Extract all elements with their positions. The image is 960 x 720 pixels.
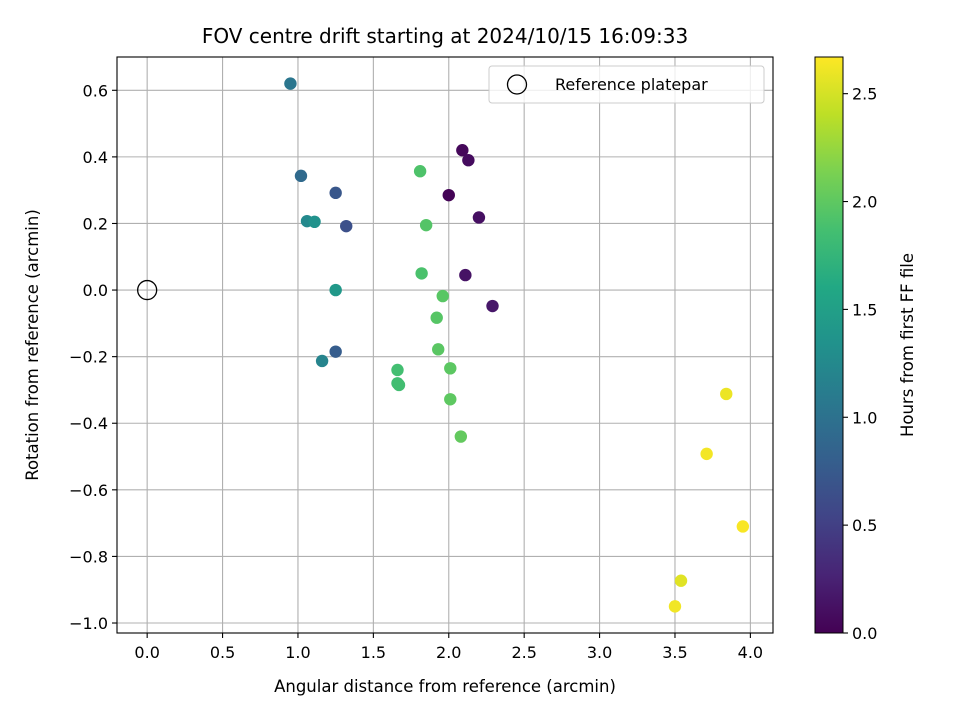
scatter-point — [430, 311, 443, 324]
colorbar-ticks: 0.0 0.5 1.0 1.5 2.0 2.5 — [843, 85, 877, 643]
scatter-point — [340, 219, 353, 233]
x-tick-label: 1.0 — [285, 643, 310, 662]
x-tick-label: 1.5 — [361, 643, 386, 662]
scatter-point — [668, 600, 682, 613]
grid — [117, 57, 773, 633]
scatter-point — [736, 520, 750, 533]
y-tick-label: −0.4 — [69, 414, 108, 433]
legend: Reference platepar — [488, 65, 765, 104]
y-tick-label: −1.0 — [69, 614, 108, 633]
x-tick-label: 3.0 — [587, 643, 612, 662]
scatter-point — [308, 215, 321, 229]
legend-box — [488, 65, 765, 104]
scatter-point — [329, 186, 342, 200]
scatter-point — [700, 447, 713, 461]
plot-frame — [116, 56, 774, 634]
y-axis-ticks: 0.6 0.4 0.2 0.0 −0.2 −0.4 −0.6 −0.8 −1.0 — [69, 81, 117, 633]
colorbar-tick-label: 0.5 — [852, 516, 877, 535]
x-axis-title: Angular distance from reference (arcmin) — [274, 677, 616, 696]
reference-marker-layer — [137, 279, 158, 301]
scatter-point — [486, 299, 499, 313]
scatter-point — [442, 188, 455, 202]
colorbar-gradient — [814, 56, 844, 634]
colorbar-tick-label: 2.5 — [852, 85, 877, 104]
scatter-point — [329, 345, 342, 358]
scatter-point — [454, 430, 468, 443]
legend-entry-reference: Reference platepar — [555, 75, 708, 94]
x-tick-label: 2.5 — [511, 643, 536, 662]
scatter-point — [462, 154, 475, 167]
reference-platepar-marker — [137, 279, 158, 301]
colorbar-tick-label: 0.0 — [852, 624, 877, 643]
scatter-point — [674, 574, 688, 587]
scatter-point — [419, 218, 433, 232]
y-tick-label: 0.6 — [83, 81, 108, 100]
scatter-point — [720, 387, 733, 401]
y-tick-label: −0.8 — [69, 547, 108, 566]
scatter-point — [456, 144, 469, 157]
scatter-point — [391, 363, 404, 377]
scatter-point — [294, 169, 308, 183]
colorbar: 0.0 0.5 1.0 1.5 2.0 2.5 Hours from first FF f… — [814, 56, 917, 643]
scatter-point — [472, 211, 486, 224]
data-points — [284, 77, 750, 613]
y-tick-label: −0.2 — [69, 348, 108, 367]
scatter-point — [444, 362, 457, 375]
colorbar-title: Hours from first FF file — [898, 253, 917, 437]
colorbar-tick-label: 1.5 — [852, 300, 877, 319]
colorbar-tick-label: 2.0 — [852, 193, 877, 212]
y-tick-label: 0.0 — [83, 281, 108, 300]
scatter-point — [432, 343, 445, 356]
scatter-point — [415, 267, 428, 280]
scatter-point — [284, 77, 297, 90]
scatter-point — [329, 283, 342, 297]
scatter-point — [413, 165, 427, 178]
legend-reference-marker — [506, 74, 528, 95]
x-axis-ticks: 0.0 0.5 1.0 1.5 2.0 2.5 3.0 3.5 4.0 — [134, 633, 763, 662]
y-axis-title: Rotation from reference (arcmin) — [23, 209, 42, 481]
y-tick-label: 0.2 — [83, 214, 108, 233]
x-tick-label: 0.0 — [134, 643, 159, 662]
scatter-point — [392, 378, 406, 392]
x-tick-label: 4.0 — [738, 643, 763, 662]
x-tick-label: 2.0 — [436, 643, 461, 662]
scatter-point — [436, 289, 449, 303]
scatter-point — [444, 393, 457, 406]
scatter-point — [315, 354, 329, 368]
scatter-point — [459, 268, 472, 282]
chart-title: FOV centre drift starting at 2024/10/15 … — [202, 24, 688, 48]
y-tick-label: 0.4 — [83, 148, 108, 167]
x-tick-label: 0.5 — [210, 643, 235, 662]
colorbar-tick-label: 1.0 — [852, 408, 877, 427]
y-tick-label: −0.6 — [69, 481, 108, 500]
x-tick-label: 3.5 — [662, 643, 687, 662]
